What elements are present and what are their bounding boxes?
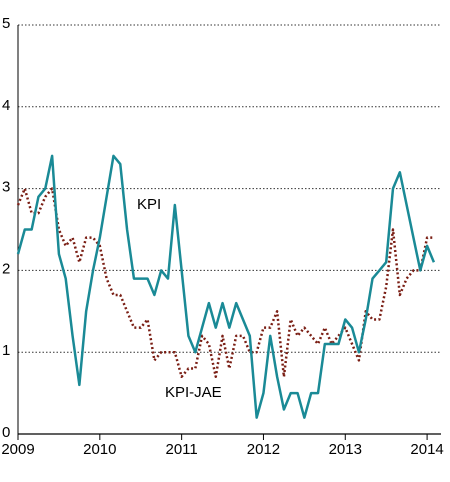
x-tick-label: 2014 [410,441,443,458]
line-series [16,187,434,378]
line-series [16,154,436,419]
y-tick-label: 3 [2,179,10,196]
y-tick-label: 2 [2,260,10,277]
x-tick-label: 2013 [329,441,362,458]
x-tick-label: 2009 [1,441,34,458]
x-tick-label: 2010 [83,441,116,458]
y-tick-label: 5 [2,15,10,32]
y-tick-label: 0 [2,424,10,441]
x-tick-label: 2011 [166,441,198,458]
series-annotation: KPI-JAE [165,384,222,401]
x-tick-label: 2012 [247,441,280,458]
y-tick-label: 1 [2,342,10,359]
series-annotation: KPI [137,196,161,213]
y-tick-label: 4 [2,97,10,114]
